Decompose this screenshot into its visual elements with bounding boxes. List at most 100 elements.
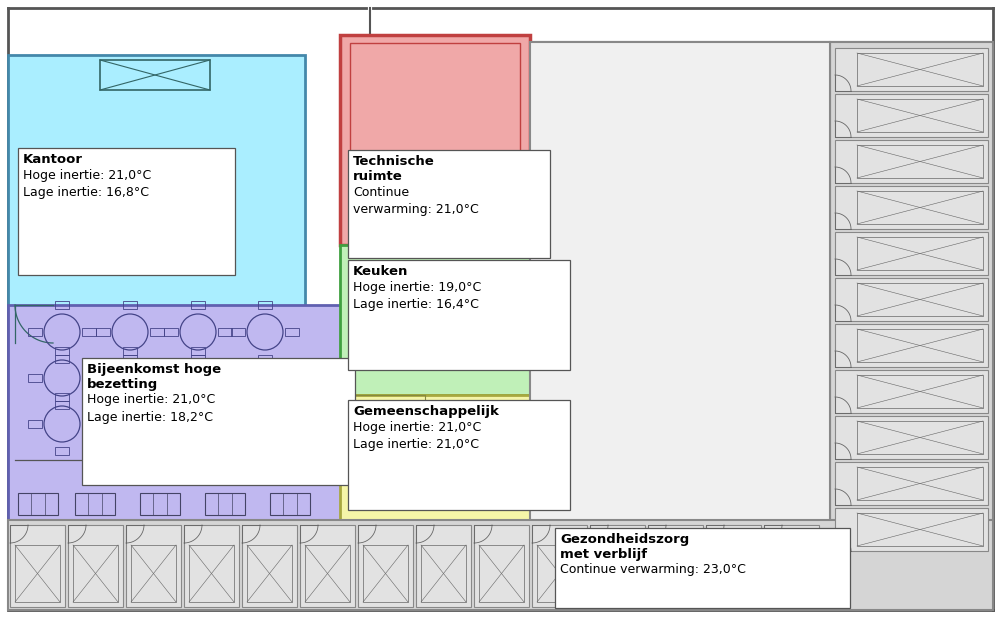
Bar — [530, 42, 830, 522]
Bar — [189, 545, 234, 602]
Bar — [421, 545, 466, 602]
Bar — [474, 525, 529, 607]
Bar — [8, 305, 370, 520]
Text: Technische
ruimte: Technische ruimte — [353, 155, 434, 183]
Bar — [140, 493, 180, 515]
Bar — [231, 328, 245, 336]
Bar — [218, 374, 232, 382]
Bar — [590, 525, 645, 607]
Bar — [28, 328, 42, 336]
Bar — [857, 329, 983, 362]
Bar — [55, 393, 69, 401]
Bar — [835, 324, 988, 367]
Bar — [55, 301, 69, 309]
Bar — [648, 525, 703, 607]
Bar — [711, 545, 756, 602]
Bar — [835, 186, 988, 229]
Bar — [835, 232, 988, 275]
Bar — [358, 525, 413, 607]
Text: Bijeenkomst hoge
bezetting: Bijeenkomst hoge bezetting — [87, 363, 221, 391]
Bar — [857, 53, 983, 86]
Bar — [123, 355, 137, 363]
Bar — [348, 260, 570, 370]
Text: Hoge inertie: 21,0°C
Lage inertie: 18,2°C: Hoge inertie: 21,0°C Lage inertie: 18,2°… — [87, 394, 215, 423]
Bar — [340, 35, 530, 245]
Bar — [191, 355, 205, 363]
Bar — [835, 416, 988, 459]
Bar — [18, 493, 58, 515]
Bar — [350, 43, 520, 238]
Bar — [28, 374, 42, 382]
Bar — [100, 60, 210, 90]
Bar — [835, 48, 988, 91]
Bar — [191, 401, 205, 409]
Bar — [247, 545, 292, 602]
Text: Hoge inertie: 21,0°C
Lage inertie: 21,0°C: Hoge inertie: 21,0°C Lage inertie: 21,0°… — [353, 421, 481, 451]
Bar — [835, 462, 988, 505]
Bar — [857, 421, 983, 454]
Bar — [131, 545, 176, 602]
Bar — [28, 420, 42, 428]
Text: Keuken: Keuken — [353, 265, 408, 278]
Text: Kantoor: Kantoor — [23, 153, 83, 166]
Bar — [340, 245, 530, 395]
Bar — [555, 528, 850, 608]
Bar — [258, 355, 272, 363]
Bar — [270, 493, 310, 515]
Bar — [345, 395, 425, 475]
Bar — [123, 347, 137, 355]
Bar — [835, 370, 988, 413]
Bar — [857, 145, 983, 178]
Bar — [123, 393, 137, 401]
Text: Hoge inertie: 19,0°C
Lage inertie: 16,4°C: Hoge inertie: 19,0°C Lage inertie: 16,4°… — [353, 281, 481, 311]
Bar — [653, 545, 698, 602]
Bar — [857, 375, 983, 408]
Bar — [10, 525, 65, 607]
Bar — [300, 525, 355, 607]
Bar — [15, 545, 60, 602]
Bar — [830, 42, 993, 522]
Bar — [191, 301, 205, 309]
Bar — [184, 525, 239, 607]
Bar — [123, 301, 137, 309]
Bar — [82, 328, 96, 336]
Bar — [857, 99, 983, 132]
Bar — [150, 420, 164, 428]
Bar — [835, 94, 988, 137]
Bar — [205, 493, 245, 515]
Bar — [8, 520, 993, 610]
Text: Hoge inertie: 21,0°C
Lage inertie: 16,8°C: Hoge inertie: 21,0°C Lage inertie: 16,8°… — [23, 169, 151, 199]
Bar — [595, 545, 640, 602]
Bar — [857, 191, 983, 224]
Bar — [75, 493, 115, 515]
Bar — [164, 374, 178, 382]
Bar — [8, 55, 305, 310]
Bar — [857, 513, 983, 546]
Bar — [348, 400, 570, 510]
Bar — [82, 374, 96, 382]
Bar — [96, 328, 110, 336]
Bar — [55, 355, 69, 363]
Bar — [835, 508, 988, 551]
Bar — [123, 401, 137, 409]
Bar — [706, 525, 761, 607]
Bar — [164, 328, 178, 336]
Bar — [55, 347, 69, 355]
Bar — [82, 358, 355, 485]
Bar — [96, 374, 110, 382]
Bar — [55, 447, 69, 455]
Bar — [857, 237, 983, 270]
Bar — [764, 525, 819, 607]
Text: Continue verwarming: 23,0°C: Continue verwarming: 23,0°C — [560, 564, 746, 577]
Bar — [285, 328, 299, 336]
Bar — [68, 525, 123, 607]
Bar — [242, 525, 297, 607]
Bar — [18, 148, 235, 275]
Bar — [305, 545, 350, 602]
Bar — [835, 278, 988, 321]
Bar — [150, 374, 164, 382]
Bar — [537, 545, 582, 602]
Bar — [479, 545, 524, 602]
Bar — [416, 525, 471, 607]
Bar — [769, 545, 814, 602]
